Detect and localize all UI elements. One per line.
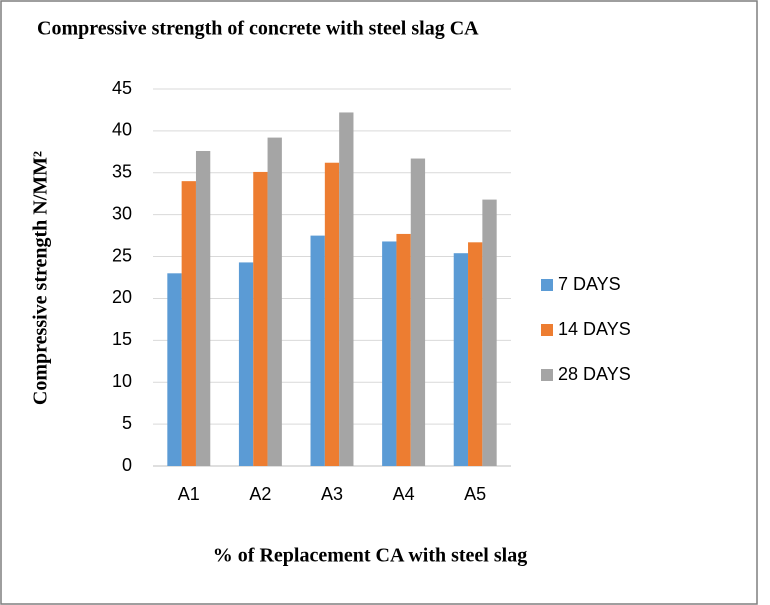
bar <box>310 235 325 466</box>
bar <box>267 137 282 466</box>
y-tick-label: 10 <box>112 371 132 391</box>
chart-title: Compressive strength of concrete with st… <box>37 18 479 40</box>
y-tick-label: 40 <box>112 120 132 140</box>
bar <box>181 181 196 466</box>
legend-label: 14 DAYS <box>558 319 631 339</box>
bar <box>382 241 397 466</box>
bar <box>482 199 497 466</box>
bar <box>324 162 340 467</box>
bar <box>167 273 182 466</box>
y-tick-label: 15 <box>112 329 132 349</box>
y-tick-label: 35 <box>112 162 132 182</box>
x-axis-label: % of Replacement CA with steel slag <box>213 545 527 567</box>
x-tick-label: A1 <box>178 484 200 504</box>
bar <box>453 253 469 466</box>
legend-swatch <box>541 324 553 336</box>
legend-label: 7 DAYS <box>558 274 621 294</box>
y-tick-label: 20 <box>112 287 132 307</box>
bar <box>410 158 426 466</box>
bar <box>195 150 211 467</box>
bar <box>238 262 254 466</box>
y-axis-label: Compressive strength N/MM² <box>30 151 52 405</box>
legend-swatch <box>541 369 553 381</box>
y-tick-label: 30 <box>112 203 132 223</box>
bar <box>253 171 268 466</box>
legend-swatch <box>541 279 553 291</box>
bar <box>468 242 483 466</box>
y-tick-label: 5 <box>122 413 132 433</box>
x-tick-label: A4 <box>393 484 415 504</box>
bar <box>396 233 411 466</box>
x-tick-label: A2 <box>249 484 271 504</box>
bar <box>339 112 354 467</box>
x-tick-label: A3 <box>321 484 343 504</box>
legend-label: 28 DAYS <box>558 364 631 384</box>
y-tick-label: 25 <box>112 245 132 265</box>
x-tick-label: A5 <box>464 484 486 504</box>
y-tick-label: 0 <box>122 455 132 475</box>
y-tick-label: 45 <box>112 78 132 98</box>
